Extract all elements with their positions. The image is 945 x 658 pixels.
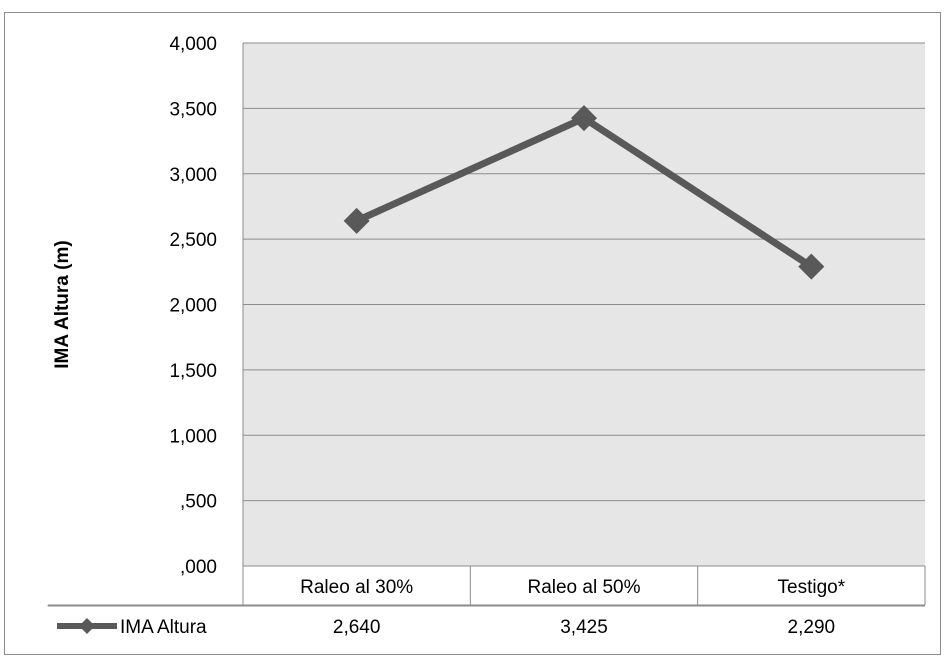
y-tick-label: 2,000 (169, 296, 217, 317)
y-tick-label: ,000 (180, 557, 217, 578)
data-point (571, 105, 597, 132)
y-tick-label: ,500 (180, 492, 217, 513)
table-value: 3,425 (560, 617, 608, 638)
data-table: Raleo al 30% Raleo al 50% Testigo* 2,640 3,4… (47, 43, 926, 638)
y-axis-title: IMA Altura (m) (52, 240, 73, 368)
legend-marker (79, 618, 95, 634)
data-point (343, 207, 370, 234)
table-value: 2,290 (788, 617, 836, 638)
table-value: 2,640 (333, 617, 381, 638)
y-tick-label: 2,500 (169, 230, 217, 251)
y-tick-label: 3,500 (169, 99, 217, 120)
series-layer (343, 105, 825, 280)
y-tick-label: 1,500 (169, 361, 217, 382)
legend-label: IMA Altura (120, 617, 207, 638)
y-axis-ticks: ,000 ,500 1,000 1,500 2,000 2,500 3,000 3,500 4,… (169, 34, 217, 578)
y-tick-label: 3,000 (169, 165, 217, 186)
data-point (798, 253, 825, 280)
y-tick-label: 1,000 (169, 426, 217, 447)
x-category-label: Raleo al 50% (527, 577, 640, 598)
x-category-label: Raleo al 30% (300, 577, 413, 598)
y-tick-label: 4,000 (169, 34, 217, 55)
x-category-label: Testigo* (778, 577, 846, 598)
